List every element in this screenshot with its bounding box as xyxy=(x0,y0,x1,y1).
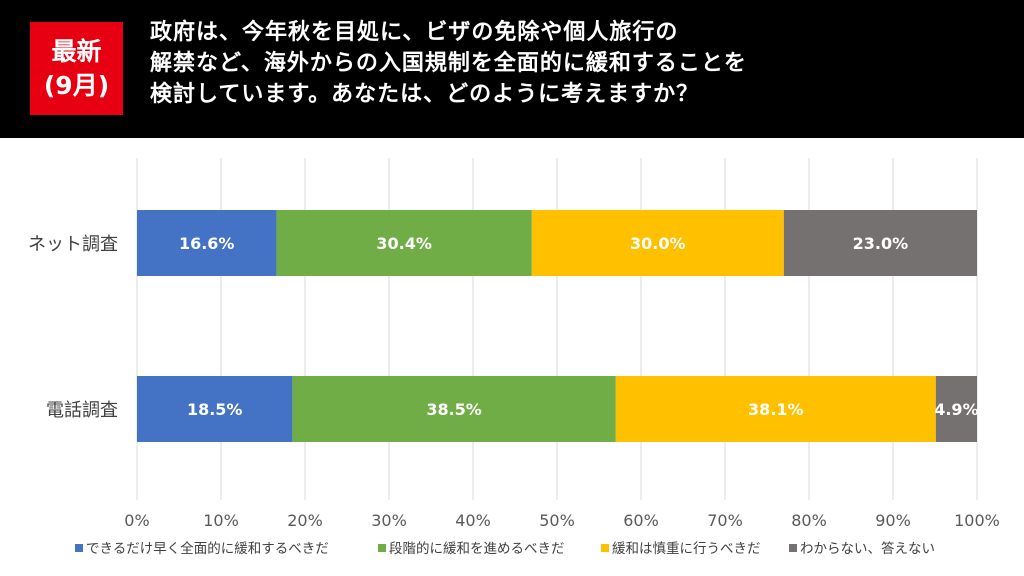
x-tick-label: 60% xyxy=(623,511,659,530)
data-label: 16.6% xyxy=(179,234,235,253)
x-tick-label: 70% xyxy=(707,511,743,530)
data-label: 23.0% xyxy=(853,234,909,253)
bar-segment xyxy=(531,210,784,276)
x-tick-label: 10% xyxy=(203,511,239,530)
data-label: 38.5% xyxy=(426,400,482,419)
header-banner: 最新 (9月) 政府は、今年秋を目処に、ビザの免除や個人旅行の 解禁など、海外か… xyxy=(0,0,1024,138)
x-tick-label: 30% xyxy=(371,511,407,530)
x-tick-label: 80% xyxy=(791,511,827,530)
legend-swatch xyxy=(75,544,83,552)
bar-segment xyxy=(292,376,616,442)
data-label: 38.1% xyxy=(748,400,804,419)
legend-label: 段階的に緩和を進めるべきだ xyxy=(389,541,565,557)
x-tick-label: 40% xyxy=(455,511,491,530)
latest-badge: 最新 (9月) xyxy=(30,22,123,115)
x-tick-label: 0% xyxy=(124,511,149,530)
bar-segment xyxy=(137,376,293,442)
legend-swatch xyxy=(789,544,797,552)
legend-label: できるだけ早く全面的に緩和するべきだ xyxy=(86,540,329,557)
category-label: ネット調査 xyxy=(28,234,118,255)
legend-swatch xyxy=(378,544,386,552)
bar-segment xyxy=(615,376,936,442)
legend-label: わからない、答えない xyxy=(800,540,935,557)
bar-segment xyxy=(137,210,277,276)
bar-segment xyxy=(935,376,977,442)
data-label: 30.4% xyxy=(376,234,432,253)
x-tick-label: 90% xyxy=(875,511,911,530)
bar-segment xyxy=(783,210,977,276)
legend-label: 緩和は慎重に行うべきだ xyxy=(612,541,761,557)
category-label: 電話調査 xyxy=(46,400,118,421)
x-tick-label: 50% xyxy=(539,511,575,530)
x-tick-label: 100% xyxy=(954,511,1000,530)
survey-question: 政府は、今年秋を目処に、ビザの免除や個人旅行の 解禁など、海外からの入国規制を全… xyxy=(150,20,747,107)
badge-line2: (9月) xyxy=(43,70,110,100)
legend-swatch xyxy=(601,544,609,552)
x-tick-label: 20% xyxy=(287,511,323,530)
bar-segment xyxy=(276,210,532,276)
badge-line1: 最新 xyxy=(51,36,102,66)
stacked-bar-chart: 0% 10% 20% 30% 40% 50% 60% 70% 80% 90% 100% ネット調査 16… xyxy=(0,138,1024,576)
data-label: 4.9% xyxy=(934,400,978,419)
data-label: 30.0% xyxy=(630,234,686,253)
chart-canvas: 0% 10% 20% 30% 40% 50% 60% 70% 80% 90% 100% ネット調査 16… xyxy=(28,158,1000,557)
data-label: 18.5% xyxy=(187,400,243,419)
